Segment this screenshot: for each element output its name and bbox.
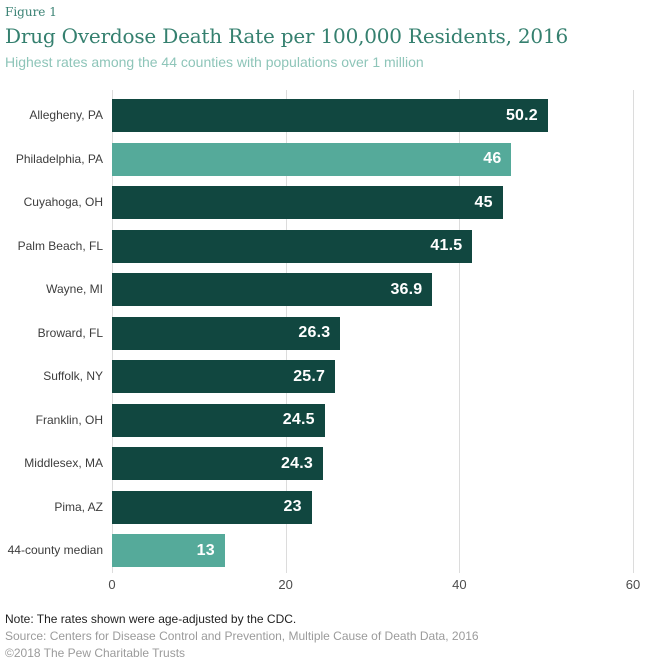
bar-track: 24.3 — [112, 447, 633, 481]
bar-row: Suffolk, NY 25.7 — [5, 355, 633, 399]
bar-rows: Allegheny, PA 50.2 Philadelphia, PA 46 Cuyah… — [5, 94, 633, 573]
bar: 45 — [112, 186, 503, 220]
x-tick-label: 60 — [625, 576, 641, 592]
category-label: Broward, FL — [37, 325, 103, 340]
bar: 24.5 — [112, 403, 325, 437]
bar: 46 — [112, 142, 512, 176]
bar-track: 23 — [112, 490, 633, 524]
bar: 23 — [112, 490, 312, 524]
bar: 50.2 — [112, 99, 548, 133]
bar-track: 25.7 — [112, 360, 633, 394]
bar-row: Pima, AZ 23 — [5, 486, 633, 530]
bar-value: 26.3 — [298, 324, 331, 342]
footer-copyright: ©2018 The Pew Charitable Trusts — [5, 645, 186, 660]
plot-area: Allegheny, PA 50.2 Philadelphia, PA 46 Cuyah… — [5, 90, 634, 573]
bar-value: 24.5 — [282, 411, 315, 429]
gridline — [459, 90, 461, 573]
bar-value: 36.9 — [390, 280, 423, 298]
bar-track: 24.5 — [112, 403, 633, 437]
x-tick-label: 0 — [108, 576, 116, 592]
category-label: Cuyahoga, OH — [23, 195, 103, 210]
bar-value: 45 — [474, 193, 493, 211]
x-axis: 0 20 40 60 — [108, 573, 640, 595]
bar-row: Cuyahoga, OH 45 — [5, 181, 633, 225]
bar-value: 41.5 — [430, 237, 463, 255]
bar-value: 13 — [196, 541, 215, 559]
category-label: Palm Beach, FL — [17, 238, 103, 253]
bar-value: 50.2 — [505, 106, 538, 124]
bar-track: 36.9 — [112, 273, 633, 307]
footer-note: Note: The rates shown were age-adjusted … — [5, 611, 297, 626]
bar: 24.3 — [112, 447, 323, 481]
bar-track: 46 — [112, 142, 633, 176]
bar-value: 25.7 — [293, 367, 326, 385]
category-label: Philadelphia, PA — [15, 151, 103, 166]
footer: Note: The rates shown were age-adjusted … — [5, 611, 633, 661]
bar-track: 41.5 — [112, 229, 633, 263]
bar-track: 13 — [112, 534, 633, 568]
category-label: Wayne, MI — [46, 282, 103, 297]
bar-row: Philadelphia, PA 46 — [5, 138, 633, 182]
bar: 25.7 — [112, 360, 336, 394]
bar-row: Middlesex, MA 24.3 — [5, 442, 633, 486]
bar-row: Wayne, MI 36.9 — [5, 268, 633, 312]
gridline — [633, 90, 634, 573]
category-label: Allegheny, PA — [29, 108, 103, 123]
category-label: Suffolk, NY — [43, 369, 103, 384]
bar-track: 50.2 — [112, 99, 633, 133]
bar: 41.5 — [112, 229, 473, 263]
bar-row: Palm Beach, FL 41.5 — [5, 225, 633, 269]
x-tick-label: 20 — [278, 576, 293, 592]
bar-row: 44-county median 13 — [5, 529, 633, 573]
category-label: Pima, AZ — [54, 499, 103, 514]
category-label: Franklin, OH — [35, 412, 103, 427]
figure-label: Figure 1 — [5, 5, 57, 19]
bar-row: Franklin, OH 24.5 — [5, 399, 633, 443]
footer-source: Source: Centers for Disease Control and … — [5, 628, 479, 643]
chart-title: Drug Overdose Death Rate per 100,000 Res… — [5, 24, 568, 48]
bar-value: 24.3 — [281, 454, 313, 472]
bar: 26.3 — [112, 316, 341, 350]
category-label: 44-county median — [7, 543, 103, 558]
bar-track: 45 — [112, 186, 633, 220]
bar-value: 23 — [283, 498, 302, 516]
bar: 36.9 — [112, 273, 433, 307]
bar-row: Broward, FL 26.3 — [5, 312, 633, 356]
category-label: Middlesex, MA — [24, 456, 103, 471]
bar: 13 — [112, 534, 225, 568]
x-tick-label: 40 — [452, 576, 467, 592]
bar-value: 46 — [483, 150, 502, 168]
bar-row: Allegheny, PA 50.2 — [5, 94, 633, 138]
bar-chart: Allegheny, PA 50.2 Philadelphia, PA 46 Cuyah… — [5, 90, 640, 595]
chart-subtitle: Highest rates among the 44 counties with… — [5, 54, 424, 70]
bar-track: 26.3 — [112, 316, 633, 350]
